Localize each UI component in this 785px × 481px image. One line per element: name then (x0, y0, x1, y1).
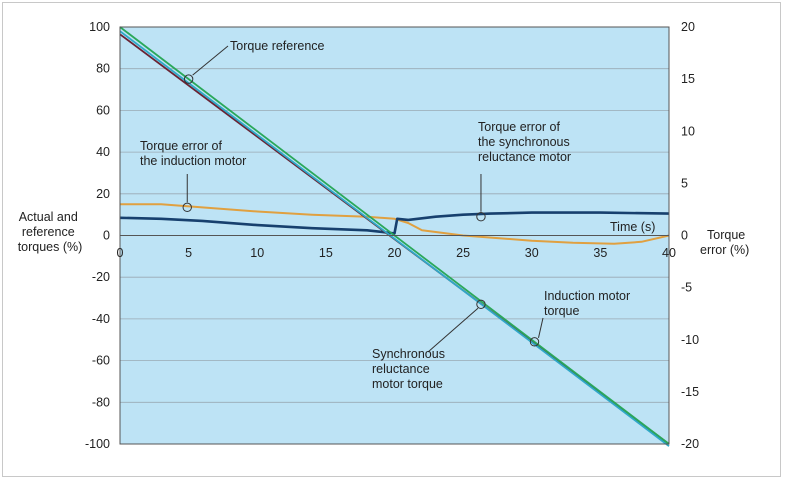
x-tick-label-4: 20 (388, 246, 402, 260)
callout-marker-1 (182, 202, 192, 213)
series-line-3 (120, 203, 670, 245)
x-tick-label-8: 40 (662, 246, 676, 260)
chart-frame (2, 2, 781, 477)
annotation-3: Induction motor torque (544, 289, 630, 318)
x-tick-label-1: 5 (185, 246, 192, 260)
y-right-tick-label-6: -10 (681, 333, 699, 347)
series-layer (119, 26, 670, 447)
x-tick-label-0: 0 (117, 246, 124, 260)
x-tick-label-5: 25 (456, 246, 470, 260)
annotation-1: Torque error of the induction motor (140, 139, 246, 168)
y-right-tick-label-5: -5 (681, 281, 692, 295)
x-tick-label-3: 15 (319, 246, 333, 260)
y-left-tick-label-6: -20 (92, 270, 110, 284)
y-left-tick-label-4: 20 (96, 187, 110, 201)
y-left-axis-label: Actual and reference torques (%) (18, 210, 83, 254)
series-line-4 (119, 211, 670, 235)
y-right-tick-label-7: -15 (681, 385, 699, 399)
y-left-tick-labels: 100 80 60 40 20 0 -20 -40 -60 -80 -100 (85, 20, 110, 451)
x-tick-labels: 0 5 10 15 20 25 30 35 40 (117, 246, 676, 260)
callout-marker-2 (476, 212, 486, 222)
y-left-tick-label-1: 80 (96, 62, 110, 76)
callout-leader-3 (538, 317, 544, 338)
y-left-tick-label-2: 60 (96, 103, 110, 117)
x-tick-label-2: 10 (250, 246, 264, 260)
y-left-tick-label-0: 100 (89, 20, 110, 34)
y-left-tick-label-7: -40 (92, 312, 110, 326)
x-tick-label-6: 30 (525, 246, 539, 260)
annotations: Torque reference Torque error of the induc… (140, 39, 630, 391)
series-line-2 (119, 30, 670, 447)
callout-leader-4 (427, 307, 479, 353)
annotation-4: Synchronous reluctance motor torque (372, 347, 445, 391)
callout-leader-0 (192, 45, 229, 76)
y-left-tick-label-8: -60 (92, 354, 110, 368)
y-right-tick-label-4: 0 (681, 229, 688, 243)
y-right-tick-label-0: 20 (681, 20, 695, 34)
y-right-tick-label-3: 5 (681, 176, 688, 190)
y-left-tick-label-10: -100 (85, 437, 110, 451)
y-right-axis-label: Torque error (%) (700, 228, 749, 257)
y-left-tick-label-5: 0 (103, 229, 110, 243)
y-right-tick-label-8: -20 (681, 437, 699, 451)
annotation-0: Torque reference (230, 39, 325, 53)
y-right-tick-label-2: 10 (681, 124, 695, 138)
y-left-tick-label-9: -80 (92, 395, 110, 409)
callout-marker-4 (476, 299, 486, 310)
x-tick-label-7: 35 (593, 246, 607, 260)
callout-marker-3 (529, 337, 540, 347)
y-left-tick-label-3: 40 (96, 145, 110, 159)
annotation-2: Torque error of the synchronous reluctance… (478, 120, 571, 164)
y-right-tick-label-1: 15 (681, 72, 695, 86)
callout-marker-0 (183, 74, 194, 84)
plot-border (119, 26, 670, 445)
x-axis-label: Time (s) (610, 220, 655, 234)
y-right-tick-labels: 20 15 10 5 0 -5 -10 -15 -20 (681, 20, 699, 451)
